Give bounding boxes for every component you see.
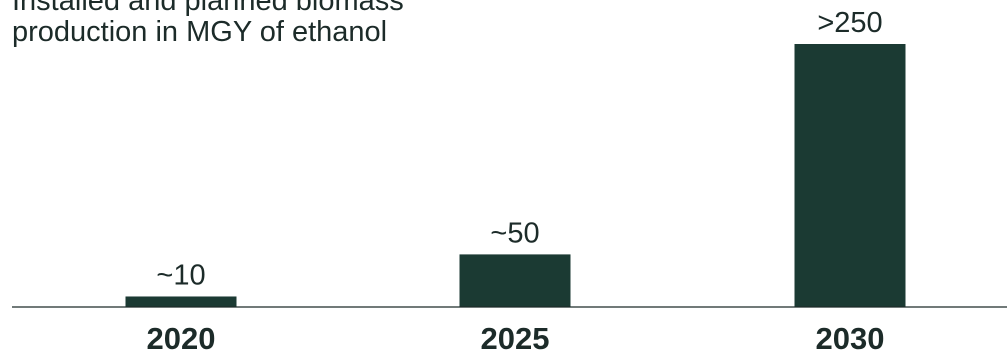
- value-label-2020: ~10: [156, 259, 205, 291]
- bar-2020: [125, 296, 237, 307]
- chart-title-line-2: production in MGY of ethanol: [12, 16, 388, 48]
- bar-2025: [459, 254, 571, 307]
- value-label-2025: ~50: [490, 217, 539, 249]
- x-tick-label-2025: 2025: [481, 321, 550, 353]
- bars-layer: [125, 44, 906, 307]
- chart-title: Installed and planned biomass production…: [12, 0, 404, 48]
- labels-layer: ~10 2020 ~50 2025 >250 2030: [147, 7, 885, 353]
- chart-title-line-1: Installed and planned biomass: [12, 0, 404, 17]
- x-tick-label-2020: 2020: [147, 321, 216, 353]
- value-label-2030: >250: [817, 7, 882, 39]
- x-tick-label-2030: 2030: [816, 321, 885, 353]
- bar-2030: [794, 44, 906, 307]
